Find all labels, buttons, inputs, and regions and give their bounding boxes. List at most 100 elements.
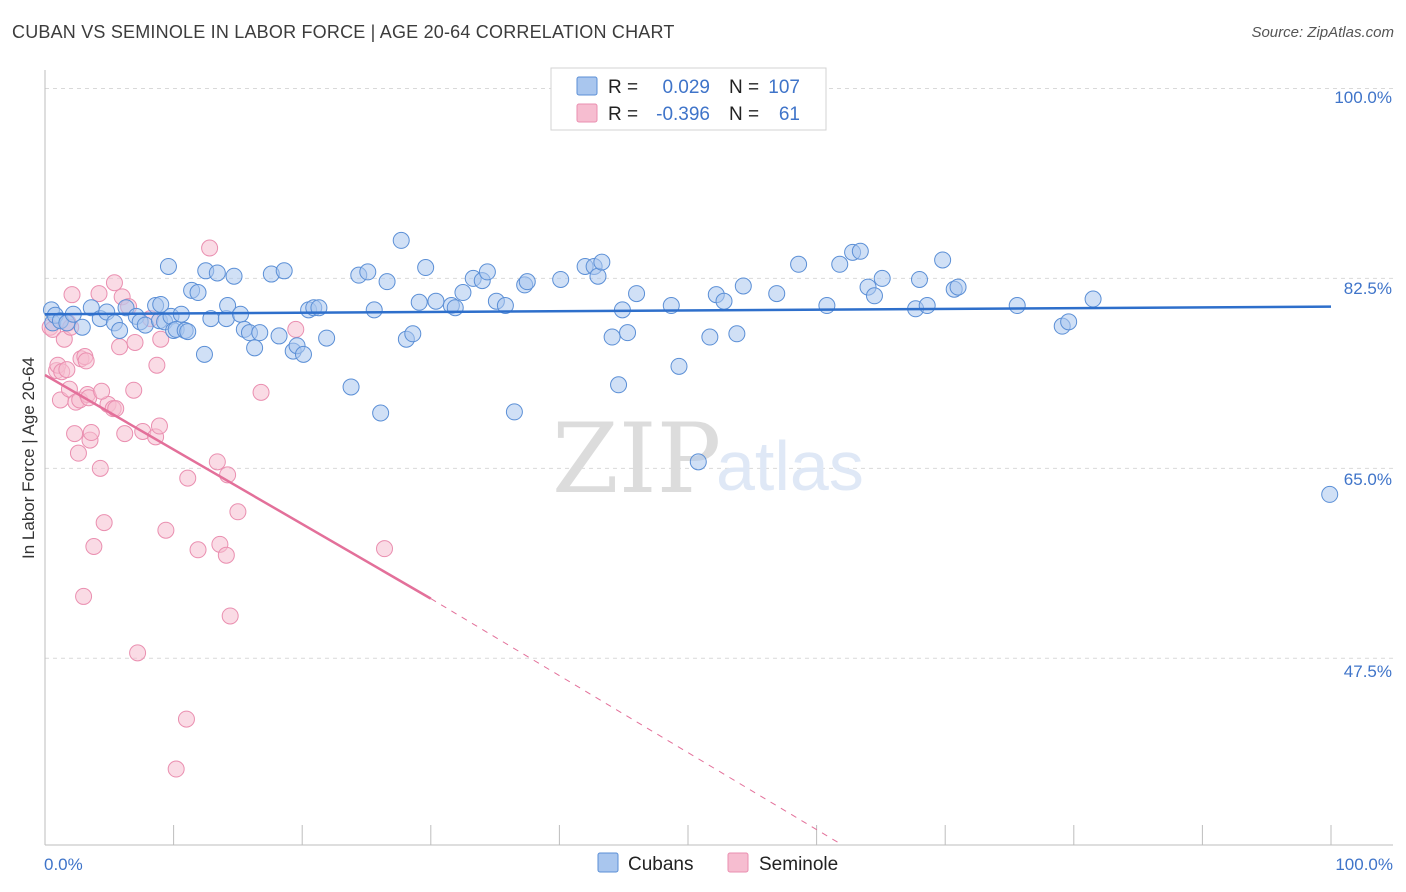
cubans-point <box>318 329 336 347</box>
seminole-point <box>229 503 247 521</box>
legend-swatch-seminole <box>576 103 598 123</box>
cubans-point <box>873 269 891 287</box>
bottom-legend-swatch-seminole <box>727 852 749 873</box>
seminole-point <box>252 383 270 401</box>
cubans-point <box>136 316 154 334</box>
cubans-point <box>478 263 496 281</box>
seminole-point <box>125 381 143 399</box>
cubans-point <box>790 255 808 273</box>
seminole-point <box>107 400 125 418</box>
legend-box: R = 0.029 N = 107 R = -0.396 N = 61 <box>550 67 827 131</box>
legend-r-label: R = <box>608 104 638 125</box>
y-tick-label: 82.5% <box>1344 279 1392 298</box>
cubans-point <box>208 264 226 282</box>
grid-lines <box>45 87 1393 659</box>
cubans-point <box>446 299 464 317</box>
seminole-point <box>157 521 175 539</box>
watermark-atlas: atlas <box>716 427 864 505</box>
seminole-point <box>287 320 305 338</box>
seminole-point <box>148 356 166 374</box>
cubans-point <box>372 404 390 422</box>
cubans-point <box>610 376 628 394</box>
seminole-point <box>208 453 226 471</box>
seminole-point <box>111 338 129 356</box>
cubans-point <box>505 403 523 421</box>
seminole-point <box>85 538 103 556</box>
cubans-point <box>417 259 435 277</box>
cubans-point <box>404 325 422 343</box>
cubans-point <box>251 324 269 342</box>
cubans-point <box>734 277 752 295</box>
watermark: ZIP atlas <box>552 403 864 515</box>
cubans-point <box>728 325 746 343</box>
legend-swatch-cubans <box>576 76 598 96</box>
cubans-point <box>518 273 536 291</box>
seminole-point <box>69 444 87 462</box>
trend-lines <box>44 305 1332 846</box>
cubans-point <box>111 322 129 340</box>
cubans-point <box>359 263 377 281</box>
cubans-point <box>225 267 243 285</box>
legend-r-value-seminole: -0.396 <box>656 104 710 125</box>
y-tick-label: 47.5% <box>1344 662 1392 681</box>
cubans-point <box>865 287 883 305</box>
cubans-point <box>949 278 967 296</box>
y-axis-label: In Labor Force | Age 20-64 <box>19 357 38 559</box>
cubans-point <box>365 301 383 319</box>
cubans-point <box>593 253 611 271</box>
seminole-points <box>41 239 394 778</box>
seminole-point <box>126 333 144 351</box>
cubans-point <box>496 297 514 315</box>
seminole-point <box>189 541 207 559</box>
x-tick-label-min: 0.0% <box>44 855 83 874</box>
cubans-point <box>1060 313 1078 331</box>
bottom-legend-swatch-cubans <box>597 852 619 873</box>
cubans-point <box>689 453 707 471</box>
cubans-point <box>552 270 570 288</box>
seminole-point <box>376 540 394 558</box>
legend-r-label: R = <box>608 77 638 98</box>
cubans-point <box>275 262 293 280</box>
y-tick-label: 100.0% <box>1334 88 1392 107</box>
seminole-point <box>201 239 219 257</box>
cubans-point <box>768 285 786 303</box>
cubans-point <box>392 231 410 249</box>
cubans-point <box>378 273 396 291</box>
bottom-legend-seminole: Seminole <box>759 854 838 875</box>
seminole-point <box>167 760 185 778</box>
cubans-point <box>818 297 836 315</box>
cubans-point <box>270 327 288 345</box>
cubans-point <box>410 293 428 311</box>
seminole-point <box>90 285 108 303</box>
cubans-point <box>427 292 445 310</box>
seminole-trend-extension <box>430 598 843 846</box>
cubans-point <box>715 292 733 310</box>
cubans-point <box>831 255 849 273</box>
cubans-point <box>603 328 621 346</box>
x-tick-label-max: 100.0% <box>1335 855 1393 874</box>
cubans-point <box>179 323 197 341</box>
seminole-point <box>63 286 81 304</box>
cubans-point <box>195 345 213 363</box>
bottom-legend: Cubans Seminole <box>597 852 838 875</box>
cubans-point <box>342 378 360 396</box>
axes <box>44 70 1393 846</box>
legend-r-value-cubans: 0.029 <box>662 77 710 98</box>
seminole-point <box>116 425 134 443</box>
cubans-point <box>246 339 264 357</box>
cubans-point <box>619 324 637 342</box>
seminole-trend-line <box>44 373 432 600</box>
cubans-point <box>918 297 936 315</box>
cubans-points <box>42 231 1339 503</box>
y-tick-label: 65.0% <box>1344 470 1392 489</box>
seminole-point <box>82 424 100 442</box>
cubans-point <box>1008 297 1026 315</box>
seminole-point <box>177 710 195 728</box>
cubans-point <box>670 357 688 375</box>
seminole-point <box>105 274 123 292</box>
cubans-trend-line <box>44 305 1332 316</box>
seminole-point <box>179 469 197 487</box>
cubans-point <box>189 284 207 302</box>
seminole-point <box>77 352 95 370</box>
